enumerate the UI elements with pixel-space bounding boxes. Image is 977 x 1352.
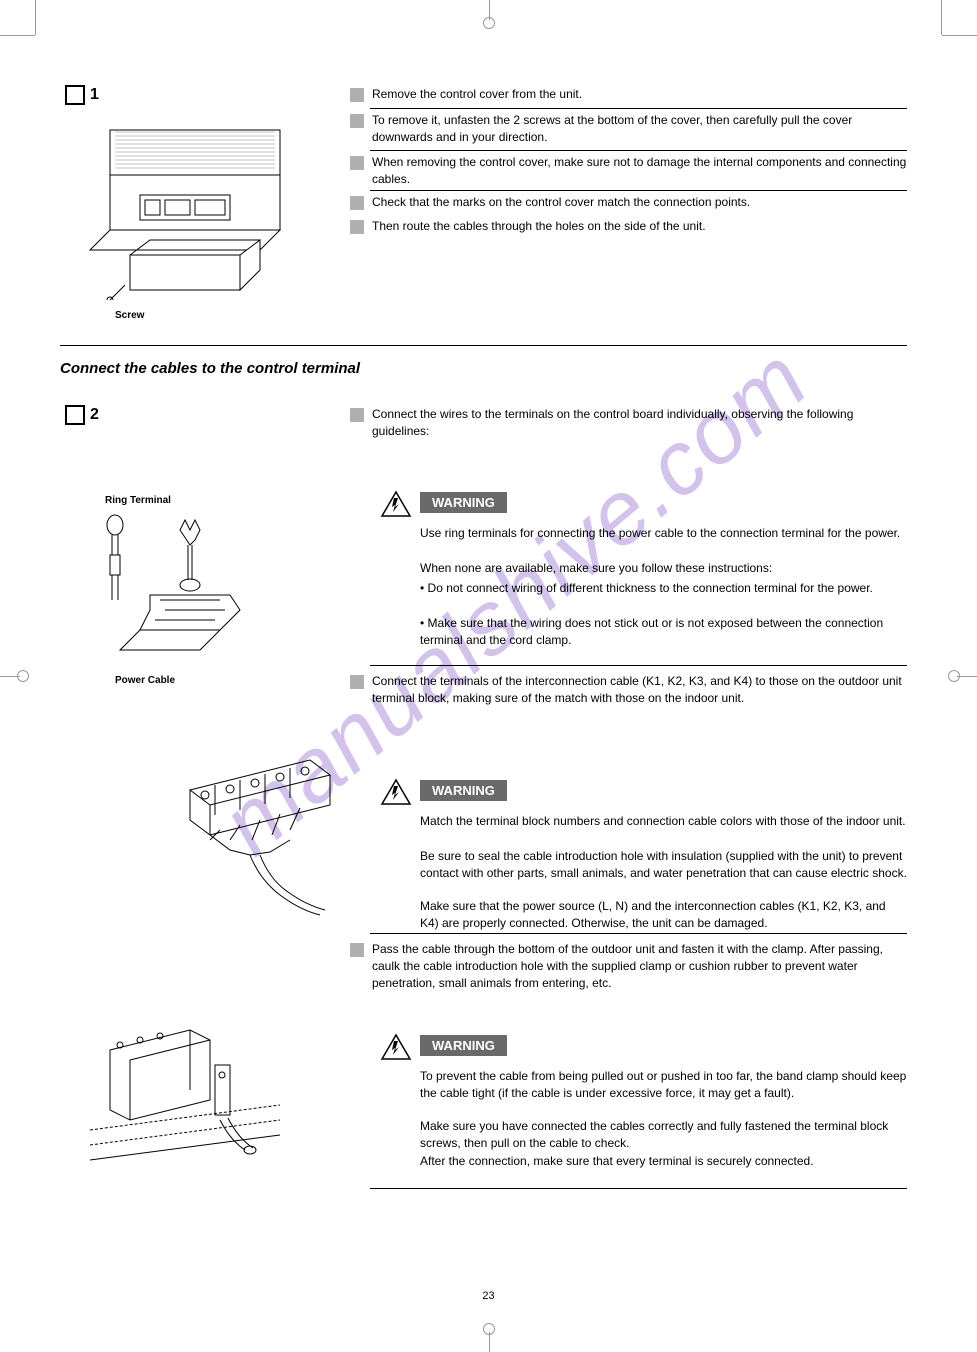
figure-control-cover (80, 120, 300, 300)
divider (370, 665, 907, 666)
warning-label: WARNING (420, 492, 507, 513)
step-number: 1 (90, 86, 99, 104)
warning-text: To prevent the cable from being pulled o… (420, 1068, 907, 1102)
crop-mark (941, 0, 942, 35)
instruction-text: Then route the cables through the holes … (372, 218, 907, 235)
crop-mark (17, 670, 29, 682)
section-heading: Connect the cables to the control termin… (60, 360, 360, 377)
figure-label: Ring Terminal (105, 495, 171, 506)
warning-text: • Do not connect wiring of different thi… (420, 580, 907, 597)
figure-ring-terminal (90, 510, 270, 670)
bullet-icon (350, 943, 364, 957)
instruction-text: Remove the control cover from the unit. (372, 86, 907, 103)
warning-text: • Make sure that the wiring does not sti… (420, 615, 907, 649)
crop-mark (483, 17, 495, 29)
divider (370, 1188, 907, 1189)
warning-text: Make sure that the power source (L, N) a… (420, 898, 907, 932)
step-number: 2 (90, 406, 99, 424)
figure-terminal-block (170, 740, 370, 920)
warning-text: Match the terminal block numbers and con… (420, 813, 907, 830)
bullet-icon (350, 196, 364, 210)
instruction-text: Connect the terminals of the interconnec… (372, 673, 907, 707)
warning-label: WARNING (420, 1035, 507, 1056)
step-box (65, 85, 85, 105)
bullet-icon (350, 114, 364, 128)
bullet-icon (350, 156, 364, 170)
divider (370, 190, 907, 191)
crop-mark (483, 1323, 495, 1335)
instruction-text: When removing the control cover, make su… (372, 154, 907, 188)
crop-mark (957, 676, 977, 677)
crop-mark (35, 0, 36, 35)
bullet-icon (350, 675, 364, 689)
instruction-text: Check that the marks on the control cove… (372, 194, 907, 211)
warning-icon (380, 778, 412, 806)
warning-text: When none are available, make sure you f… (420, 560, 907, 577)
warning-text: Use ring terminals for connecting the po… (420, 525, 907, 542)
divider (370, 150, 907, 151)
figure-cable-clamp (80, 1010, 300, 1180)
warning-icon (380, 490, 412, 518)
warning-text: Make sure you have connected the cables … (420, 1118, 907, 1152)
instruction-text: Pass the cable through the bottom of the… (372, 941, 907, 991)
figure-label-screw: Screw (115, 310, 144, 321)
bullet-icon (350, 408, 364, 422)
warning-text: Be sure to seal the cable introduction h… (420, 848, 907, 882)
bullet-icon (350, 220, 364, 234)
warning-icon (380, 1033, 412, 1061)
warning-text: After the connection, make sure that eve… (420, 1153, 907, 1170)
page-number: 23 (482, 1290, 494, 1302)
instruction-text: To remove it, unfasten the 2 screws at t… (372, 112, 907, 146)
divider (370, 108, 907, 109)
section-divider (60, 345, 907, 346)
bullet-icon (350, 88, 364, 102)
divider (370, 933, 907, 934)
crop-mark (489, 1332, 490, 1352)
crop-mark (0, 35, 35, 36)
page-content: 1 Screw Remove the control (60, 40, 917, 1312)
crop-mark (948, 670, 960, 682)
figure-label: Power Cable (115, 675, 175, 686)
warning-label: WARNING (420, 780, 507, 801)
step-box (65, 405, 85, 425)
crop-mark (942, 35, 977, 36)
instruction-text: Connect the wires to the terminals on th… (372, 406, 907, 440)
